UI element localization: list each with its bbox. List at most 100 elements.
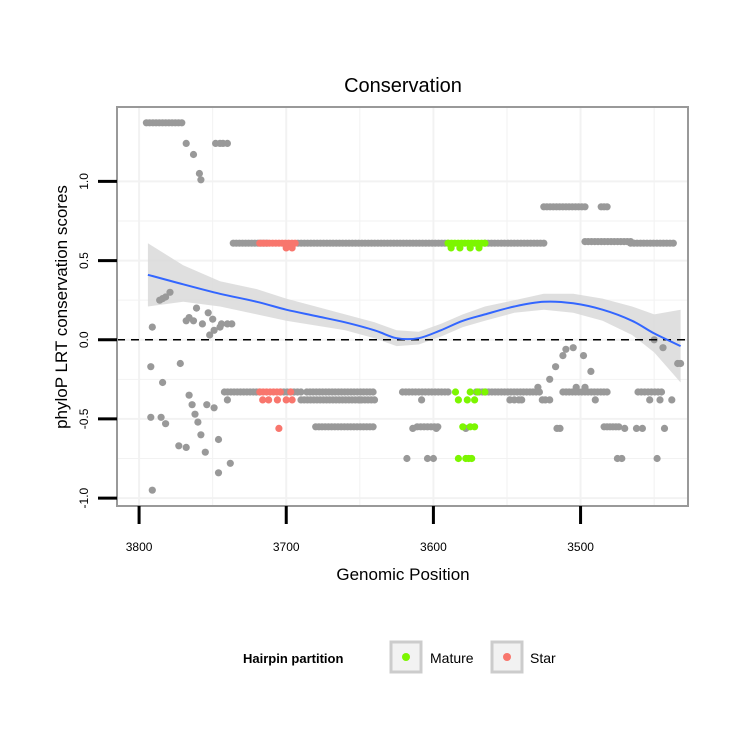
point-other: [223, 396, 231, 404]
point-other: [198, 320, 206, 328]
point-other: [214, 435, 223, 444]
point-other: [603, 203, 611, 211]
point-other: [369, 423, 377, 431]
point-star: [288, 244, 296, 252]
legend-dot-mature: [402, 653, 410, 661]
point-mature: [459, 423, 467, 431]
point-other: [559, 352, 567, 360]
point-star: [275, 424, 283, 432]
point-other: [659, 344, 667, 352]
point-other: [176, 359, 184, 368]
point-other: [297, 388, 305, 396]
point-other: [552, 363, 560, 371]
point-other: [226, 459, 234, 467]
point-other: [195, 169, 203, 178]
point-other: [572, 383, 580, 391]
point-other: [166, 288, 174, 296]
y-tick-label: 0.0: [77, 331, 91, 348]
point-star: [273, 396, 281, 404]
point-other: [228, 320, 236, 328]
point-other: [194, 418, 202, 426]
point-other: [185, 391, 193, 399]
y-axis: -1.0 -0.5 0.0 0.5 1.0: [77, 173, 117, 508]
point-other: [162, 420, 170, 428]
chart-title: Conservation: [344, 75, 462, 97]
y-tick-label: 0.5: [77, 252, 91, 269]
x-axis: 3800 3700 3600 3500: [126, 506, 594, 554]
point-other: [669, 239, 677, 247]
point-other: [370, 396, 379, 404]
point-other: [432, 424, 440, 432]
smooth-confidence-band: [147, 243, 681, 383]
point-star: [276, 388, 284, 396]
point-other: [632, 424, 641, 432]
point-mature: [481, 239, 489, 247]
point-mature: [454, 454, 462, 463]
point-other: [656, 396, 664, 404]
point-star: [282, 396, 290, 404]
point-other: [418, 396, 426, 404]
point-other: [668, 396, 676, 404]
point-other: [581, 203, 589, 211]
point-other: [216, 323, 224, 331]
point-other: [203, 401, 211, 409]
x-tick-label: 3800: [126, 540, 153, 554]
point-other: [209, 315, 217, 323]
point-other: [646, 396, 654, 404]
point-other: [214, 469, 223, 477]
point-mature: [451, 388, 460, 396]
point-other: [210, 326, 218, 334]
y-tick-label: -0.5: [77, 408, 91, 429]
point-other: [159, 378, 167, 387]
point-other: [206, 331, 214, 339]
point-mature: [466, 388, 474, 396]
panel-border: [116, 106, 689, 507]
point-star: [282, 244, 290, 252]
legend-label-mature: Mature: [430, 650, 474, 666]
point-other: [569, 344, 577, 352]
point-other: [409, 424, 417, 432]
point-other: [540, 239, 548, 247]
point-other: [660, 424, 669, 432]
legend-title: Hairpin partition: [243, 651, 343, 666]
point-other: [356, 396, 364, 404]
point-other: [188, 401, 196, 409]
point-other: [603, 388, 611, 396]
point-other: [562, 345, 570, 353]
point-other: [192, 304, 201, 312]
point-other: [197, 431, 205, 439]
point-other: [403, 454, 411, 463]
point-other: [429, 454, 437, 463]
point-other: [147, 363, 155, 371]
point-other: [223, 139, 231, 147]
smooth-trend-line: [147, 273, 682, 348]
point-other: [677, 359, 685, 368]
point-star: [265, 396, 273, 404]
point-other: [189, 150, 198, 159]
point-other: [148, 486, 156, 494]
legend-dot-star: [503, 653, 511, 661]
legend-label-star: Star: [530, 650, 556, 666]
y-tick-label: 1.0: [77, 173, 91, 190]
point-other: [515, 396, 523, 404]
point-other: [556, 424, 564, 432]
point-other: [591, 396, 599, 404]
plot-panel: [116, 106, 689, 507]
point-other: [546, 375, 554, 383]
point-other: [444, 388, 452, 396]
point-mature: [471, 396, 479, 404]
point-other: [157, 413, 165, 421]
point-other: [621, 424, 629, 432]
point-other: [162, 293, 170, 301]
point-mature: [454, 396, 462, 404]
point-other: [210, 404, 218, 412]
point-other: [653, 454, 661, 463]
point-other: [579, 352, 588, 360]
point-mature: [471, 423, 479, 431]
point-mature: [463, 396, 471, 404]
point-mature: [474, 388, 482, 396]
point-other: [546, 396, 554, 404]
point-other: [369, 388, 377, 396]
point-other: [175, 442, 183, 450]
